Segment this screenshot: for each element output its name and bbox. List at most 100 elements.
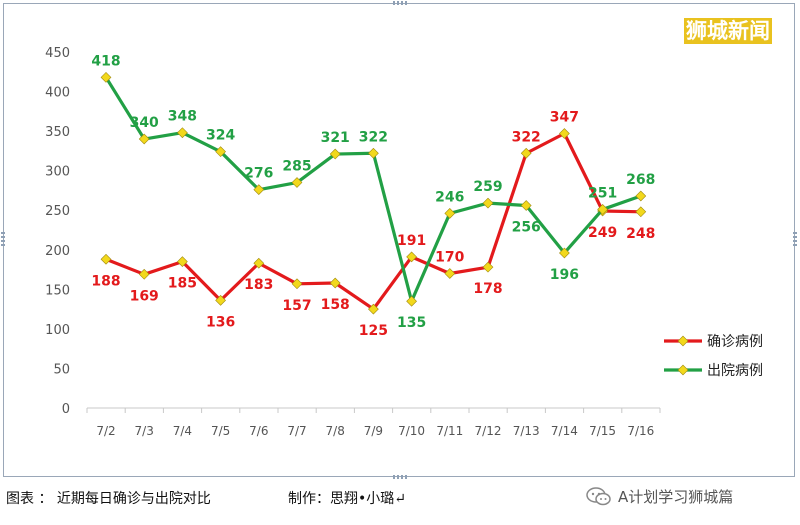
data-point-marker (215, 295, 226, 306)
x-tick-label: 7/11 (436, 424, 463, 438)
data-label: 259 (473, 179, 502, 195)
data-point-marker (138, 133, 150, 145)
data-label: 196 (550, 267, 579, 283)
data-point-marker (406, 251, 417, 263)
x-tick-label: 7/4 (173, 424, 192, 438)
data-label: 246 (435, 189, 464, 205)
x-tick-label: 7/2 (96, 424, 115, 438)
data-point-marker (482, 197, 494, 209)
data-point-marker (253, 184, 265, 196)
chart-caption: 图表 ： 近期每日确诊与出院对比 (6, 491, 211, 507)
data-label: 158 (321, 297, 350, 313)
y-tick-label: 100 (45, 323, 70, 338)
data-label: 322 (512, 129, 541, 145)
x-tick-label: 7/16 (627, 424, 654, 438)
data-label: 248 (626, 226, 655, 242)
data-point-marker (635, 190, 647, 202)
right-resize-handle[interactable] (793, 232, 797, 246)
data-point-marker (100, 253, 112, 265)
data-label: 285 (282, 159, 311, 175)
data-label: 321 (321, 130, 350, 146)
y-tick-label: 250 (45, 204, 70, 219)
chart-axes: 7/2 7/3 7/4 7/5 7/6 7/7 7/8 7/9 7/10 7/11 7/12 7/13… (45, 46, 661, 438)
data-label: 324 (206, 128, 235, 144)
data-point-marker (291, 278, 303, 290)
data-label: 188 (91, 273, 120, 289)
data-point-marker (444, 268, 456, 279)
data-label: 178 (473, 281, 502, 297)
line-chart: 7/2 7/3 7/4 7/5 7/6 7/7 7/8 7/9 7/10 7/11 7/12 7/13… (45, 46, 763, 438)
bottom-resize-handle[interactable] (393, 475, 407, 479)
data-point-marker (368, 303, 379, 315)
y-tick-label: 50 (53, 362, 70, 377)
data-point-marker (291, 177, 303, 188)
chart-data-labels: 188 169 185 136 183 157 158 125 191 170 178 322 347 2… (91, 53, 655, 339)
data-label: 348 (168, 109, 197, 125)
chart-frame (3, 3, 795, 477)
watermark-logo: 狮城新闻 (684, 18, 772, 44)
top-resize-handle[interactable] (393, 1, 407, 5)
data-point-marker (406, 295, 417, 307)
y-tick-label: 450 (45, 46, 70, 61)
legend-label: 确诊病例 (707, 334, 763, 350)
x-tick-label: 7/8 (326, 424, 345, 438)
data-point-marker (559, 247, 570, 259)
data-label: 183 (244, 277, 273, 293)
data-point-marker (177, 127, 188, 139)
x-tick-label: 7/10 (398, 424, 425, 438)
data-label: 170 (435, 250, 464, 266)
chart-credit: 制作：思翔•小璐↵ (288, 491, 406, 507)
data-label: 322 (359, 129, 388, 145)
data-point-marker (635, 206, 647, 218)
x-tick-label: 7/12 (475, 424, 502, 438)
y-tick-label: 200 (45, 244, 70, 259)
data-point-marker (482, 261, 494, 273)
data-point-marker (368, 147, 379, 159)
data-point-marker (559, 128, 570, 139)
wechat-account: A计划学习狮城篇 (586, 486, 733, 507)
data-point-marker (100, 71, 112, 83)
x-tick-label: 7/5 (211, 424, 230, 438)
data-label: 191 (397, 233, 426, 249)
legend-label: 出院病例 (707, 363, 763, 379)
data-point-marker (444, 208, 456, 219)
legend-marker (677, 335, 689, 347)
data-label: 125 (359, 323, 388, 339)
data-label: 418 (91, 53, 120, 69)
wechat-account-name: A计划学习狮城篇 (618, 488, 734, 506)
wechat-icon (586, 486, 611, 505)
y-tick-label: 400 (45, 86, 70, 101)
data-point-marker (177, 256, 188, 268)
data-point-marker (329, 277, 341, 289)
data-label: 340 (130, 115, 159, 131)
data-label: 268 (626, 172, 655, 188)
y-tick-label: 0 (62, 402, 70, 417)
data-point-marker (138, 268, 150, 280)
y-tick-label: 300 (45, 165, 70, 180)
data-label: 136 (206, 314, 235, 330)
chart-lines (100, 71, 647, 315)
footer: 图表 ： 近期每日确诊与出院对比 制作：思翔•小璐↵ A计划学习狮城篇 (0, 480, 800, 525)
data-label: 185 (168, 276, 197, 292)
data-label: 251 (588, 185, 617, 201)
data-label: 276 (244, 166, 273, 182)
data-point-marker (520, 147, 532, 159)
x-tick-label: 7/14 (551, 424, 578, 438)
x-tick-label: 7/6 (249, 424, 268, 438)
left-resize-handle[interactable] (1, 232, 5, 246)
data-label: 135 (397, 315, 426, 331)
legend-marker (677, 364, 689, 376)
x-tick-label: 7/3 (135, 424, 154, 438)
data-label: 347 (550, 109, 579, 125)
data-label: 249 (588, 225, 617, 241)
x-tick-label: 7/7 (287, 424, 306, 438)
y-tick-label: 150 (45, 283, 70, 298)
data-label: 256 (512, 219, 541, 235)
x-tick-label: 7/9 (364, 424, 383, 438)
data-label: 157 (282, 298, 311, 314)
data-point-marker (520, 200, 532, 211)
x-tick-label: 7/13 (513, 424, 540, 438)
data-label: 169 (130, 288, 159, 304)
data-point-marker (253, 257, 265, 269)
